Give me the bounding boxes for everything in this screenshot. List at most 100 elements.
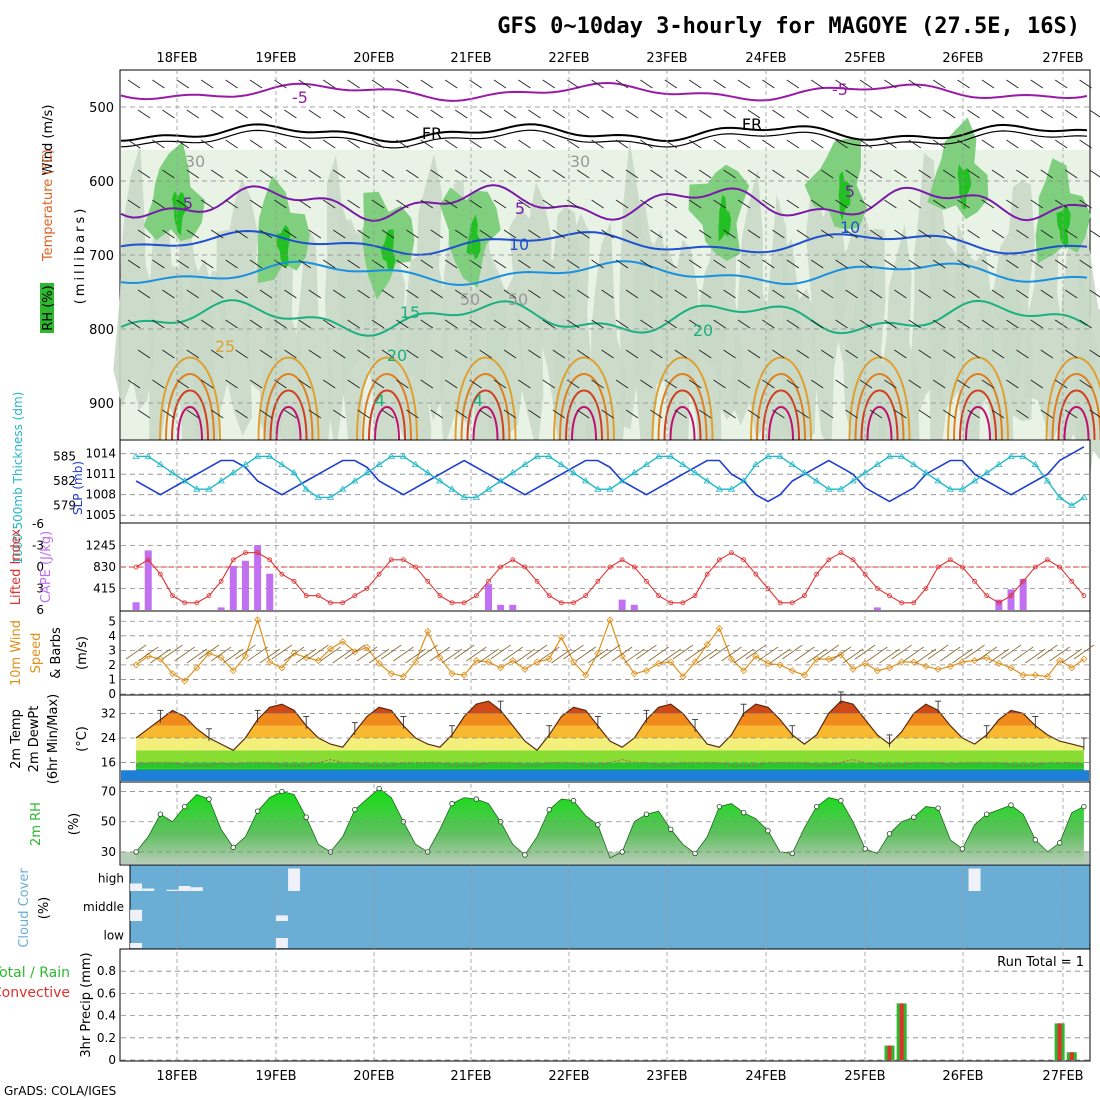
wind-barb — [127, 139, 141, 149]
wind-barb — [542, 259, 556, 269]
wind-barb — [552, 289, 566, 299]
wind-barb — [162, 409, 175, 419]
isotherm-warm — [368, 389, 406, 441]
wind-barb — [420, 259, 434, 269]
wind-barb — [918, 109, 932, 119]
wind-barb — [444, 79, 458, 89]
li-marker — [802, 593, 807, 599]
wind-barb — [430, 289, 444, 299]
wind-barb — [235, 289, 248, 299]
wind-barb — [845, 289, 858, 299]
run-total: Run Total = 1 — [997, 955, 1084, 970]
date-label-top: 21FEB — [450, 51, 491, 66]
contour-label: 50 — [508, 290, 528, 309]
li-marker — [413, 564, 418, 570]
cape-label: CAPE (J/kg) — [39, 531, 54, 603]
wind10-barb — [441, 648, 463, 664]
wind10-barb — [259, 648, 280, 664]
wind-barb — [444, 139, 458, 149]
precip-tick: 0 — [108, 1053, 116, 1067]
cape-bar — [229, 565, 237, 610]
wind-barb — [308, 109, 322, 119]
wind-barb — [981, 379, 995, 389]
wind-barb — [152, 379, 165, 389]
isotherm-freezing-2 — [120, 129, 1088, 149]
wind-barb — [176, 379, 190, 389]
wind-barb — [469, 199, 482, 209]
wind-barb — [176, 79, 190, 89]
wind10-barb — [988, 648, 1010, 664]
cape-ylabels: Lifted Index CAPE (J/kg) — [9, 528, 54, 605]
rh2m-ylabels: 2m RH (%) — [29, 802, 82, 846]
isotherm-warm — [959, 389, 997, 441]
rh-marker — [862, 846, 868, 852]
wind-barb — [127, 199, 141, 209]
wind-barb — [479, 409, 492, 419]
wind-barb — [957, 139, 970, 149]
cloud-bar — [178, 886, 191, 891]
li-marker — [534, 578, 540, 584]
wind-barb — [640, 319, 653, 329]
cape-tick: 415 — [93, 582, 116, 596]
date-label-bottom: 25FEB — [844, 1069, 885, 1084]
wind-barb — [322, 259, 336, 269]
thickness-marker — [326, 493, 335, 500]
thickness-marker — [193, 485, 201, 492]
wind-barb — [371, 199, 385, 209]
wind10-barb — [636, 644, 657, 660]
wind-barb — [493, 139, 507, 149]
wind-barb — [347, 259, 360, 269]
wind-barb — [650, 409, 663, 419]
top-date-axis: 18FEB 19FEB 20FEB 21FEB 22FEB 23FEB 24FEB 25FEB… — [156, 51, 1083, 66]
wind10-barb — [854, 644, 876, 660]
wind-barb — [225, 379, 238, 389]
wind-barb — [152, 319, 165, 329]
isotherm-warm — [953, 373, 1003, 441]
temp2m-ylabels: 2m Temp 2m DewPt (6hr Min/Max) (°C) — [9, 694, 90, 784]
wind-barb — [469, 319, 482, 329]
wind10-barb — [769, 648, 791, 664]
slp-tick: 1011 — [85, 467, 116, 481]
cape-bar — [144, 550, 152, 610]
wind-barb — [650, 349, 663, 359]
li-marker — [923, 586, 929, 591]
wind-barb — [1040, 169, 1054, 179]
wind10-barb — [684, 646, 706, 662]
thickness-marker — [241, 460, 250, 467]
wind-barb — [162, 349, 175, 359]
li-marker — [376, 571, 382, 577]
wind-barb — [249, 379, 263, 389]
li-marker — [704, 571, 710, 577]
cloud-level-label: low — [104, 929, 125, 943]
wind-barb — [1030, 379, 1044, 389]
rh-marker — [473, 796, 480, 802]
thickness-marker — [837, 485, 845, 492]
rh-marker — [595, 822, 601, 828]
li-marker — [449, 600, 455, 606]
thickness-marker — [424, 469, 432, 476]
cape-bar — [1019, 578, 1027, 610]
li-marker — [862, 571, 868, 577]
wind-barb — [688, 319, 702, 329]
thickness-marker — [229, 469, 237, 476]
wind-barb — [225, 319, 238, 329]
wind-barb — [137, 169, 151, 179]
isotherm-warm — [466, 389, 505, 441]
wind10-marker — [132, 661, 140, 669]
thickness-marker — [1019, 452, 1027, 459]
wind-barb — [845, 229, 858, 239]
wind-barb — [552, 169, 566, 179]
wind-barb — [284, 349, 297, 359]
wind-barb — [884, 139, 897, 149]
wind10-marker — [764, 659, 772, 668]
wind-barb — [200, 79, 214, 89]
wind10-marker — [1043, 672, 1052, 681]
wind-barb — [210, 349, 224, 359]
isotherm-warm — [269, 389, 308, 441]
wind10-marker — [156, 655, 164, 663]
wind10-marker — [679, 672, 687, 681]
wind-barb — [1079, 199, 1092, 209]
thickness-marker — [144, 452, 152, 459]
wind-barb — [1054, 139, 1068, 149]
wind-barb — [967, 229, 980, 239]
